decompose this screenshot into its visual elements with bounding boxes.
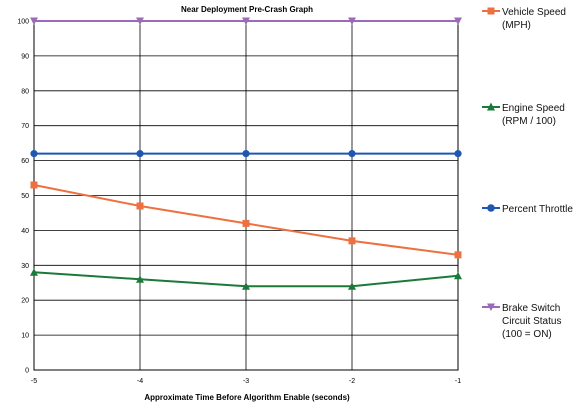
x-tick-label: -3 (243, 378, 249, 385)
y-axis-ticks: 0 10 20 30 40 50 60 70 80 90 100 (17, 19, 29, 375)
y-tick-label: 70 (21, 123, 29, 130)
y-tick-label: 40 (21, 228, 29, 235)
x-tick-label: -2 (349, 378, 355, 385)
data-point-engine-speed (454, 271, 462, 280)
chart-title: Near Deployment Pre-Crash Graph (181, 5, 313, 14)
data-point-percent-throttle (348, 150, 356, 158)
legend-swatch-brake-switch (482, 303, 500, 311)
data-point-vehicle-speed (136, 202, 144, 210)
legend-label-vehicle-speed: Vehicle Speed (MPH) (502, 7, 566, 31)
series-vehicle-speed (30, 181, 462, 259)
legend: Vehicle Speed (MPH) Engine Speed (RPM / … (482, 0, 576, 406)
data-point-vehicle-speed (454, 251, 462, 259)
series-brake-switch (30, 17, 462, 25)
data-point-brake-switch (136, 17, 144, 25)
data-point-engine-speed (30, 268, 38, 276)
legend-swatch-vehicle-speed (482, 7, 500, 15)
data-point-vehicle-speed (30, 181, 38, 189)
legend-label-engine-speed: Engine Speed (RPM / 100) (502, 103, 565, 127)
data-point-engine-speed (348, 282, 356, 290)
grid (33, 20, 459, 371)
series-percent-throttle (30, 150, 462, 158)
x-tick-label: -5 (31, 378, 37, 385)
y-tick-label: 90 (21, 53, 29, 60)
y-tick-label: 80 (21, 88, 29, 95)
y-tick-label: 50 (21, 193, 29, 200)
y-tick-label: 30 (21, 263, 29, 270)
data-point-engine-speed (242, 282, 250, 290)
legend-swatch-engine-speed (482, 102, 500, 111)
y-tick-label: 0 (25, 368, 29, 375)
x-axis-ticks: -5 -4 -3 -2 -1 (31, 378, 461, 385)
series-engine-speed (30, 268, 462, 290)
y-tick-label: 10 (21, 333, 29, 340)
y-tick-label: 20 (21, 298, 29, 305)
data-point-brake-switch (348, 17, 356, 25)
legend-label-brake-switch: Brake Switch Circuit Status (100 = ON) (502, 303, 562, 340)
data-point-vehicle-speed (242, 219, 250, 227)
data-point-engine-speed (136, 275, 144, 283)
data-point-percent-throttle (454, 150, 462, 158)
legend-swatch-percent-throttle (482, 204, 500, 212)
y-tick-label: 100 (17, 19, 29, 26)
x-axis-label: Approximate Time Before Algorithm Enable… (144, 393, 350, 402)
data-point-vehicle-speed (348, 237, 356, 245)
y-tick-label: 60 (21, 158, 29, 165)
data-point-percent-throttle (136, 150, 144, 158)
data-point-brake-switch (242, 17, 250, 25)
x-tick-label: -1 (455, 378, 461, 385)
series-layer (30, 17, 462, 290)
x-tick-label: -4 (137, 378, 143, 385)
legend-label-percent-throttle: Percent Throttle (502, 204, 573, 215)
line-chart: Near Deployment Pre-Crash Graph 0 10 20 30 4… (17, 5, 462, 402)
data-point-percent-throttle (242, 150, 250, 158)
data-point-brake-switch (30, 17, 38, 25)
data-point-brake-switch (454, 17, 462, 25)
data-point-percent-throttle (30, 150, 38, 158)
